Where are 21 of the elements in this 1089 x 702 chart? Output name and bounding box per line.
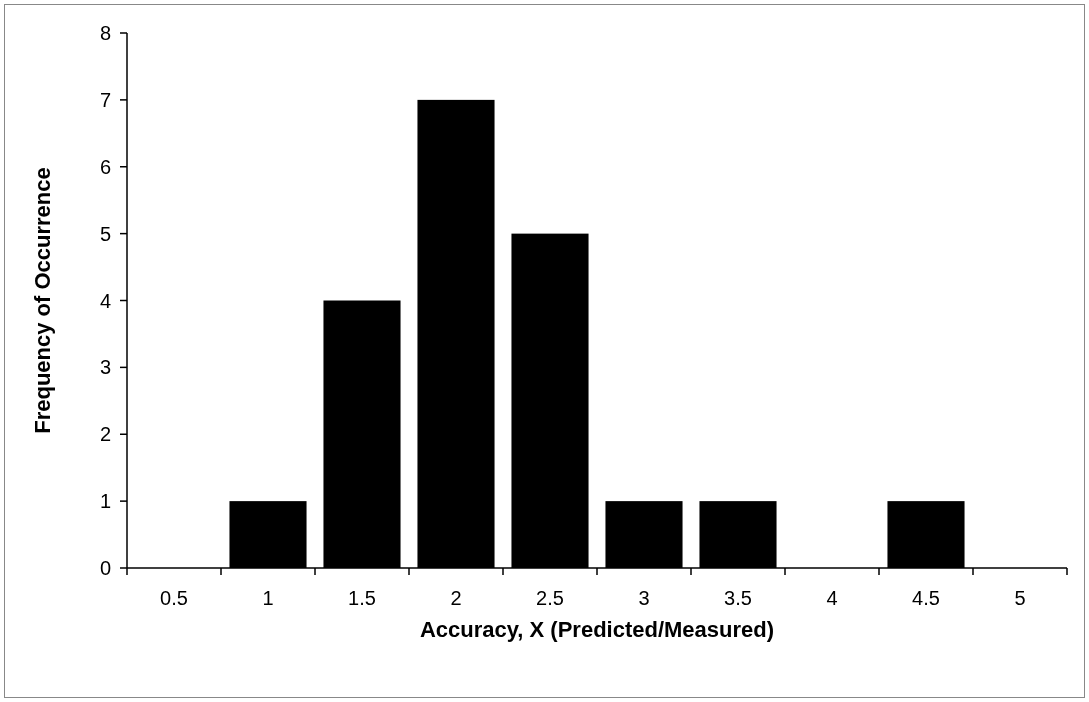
x-tick-label: 0.5 [160,587,188,609]
y-tick-label: 1 [99,490,111,513]
x-tick-label: 1.5 [348,587,376,609]
x-tick-label: 2.5 [536,587,564,609]
x-tick-label: 4.5 [912,587,940,609]
y-tick-label: 6 [99,155,111,178]
x-tick-label: 3.5 [724,587,752,609]
x-tick-label: 5 [1014,587,1026,609]
y-axis-title: Frequency of Occurrence [30,167,55,434]
y-tick-label: 5 [99,222,111,245]
y-tick-label: 3 [99,356,111,379]
x-tick-label: 2 [450,587,462,609]
y-tick-label: 2 [99,423,111,446]
y-tick-label: 7 [99,88,111,111]
y-tick-label: 0 [99,557,111,579]
y-tick-label: 4 [99,289,111,312]
x-tick-label: 3 [638,587,650,609]
y-tick-label: 8 [99,22,111,44]
x-tick-label: 1 [262,587,274,609]
x-tick-label: 4 [826,587,838,609]
x-axis-title: Accuracy, X (Predicted/Measured) [419,617,775,642]
